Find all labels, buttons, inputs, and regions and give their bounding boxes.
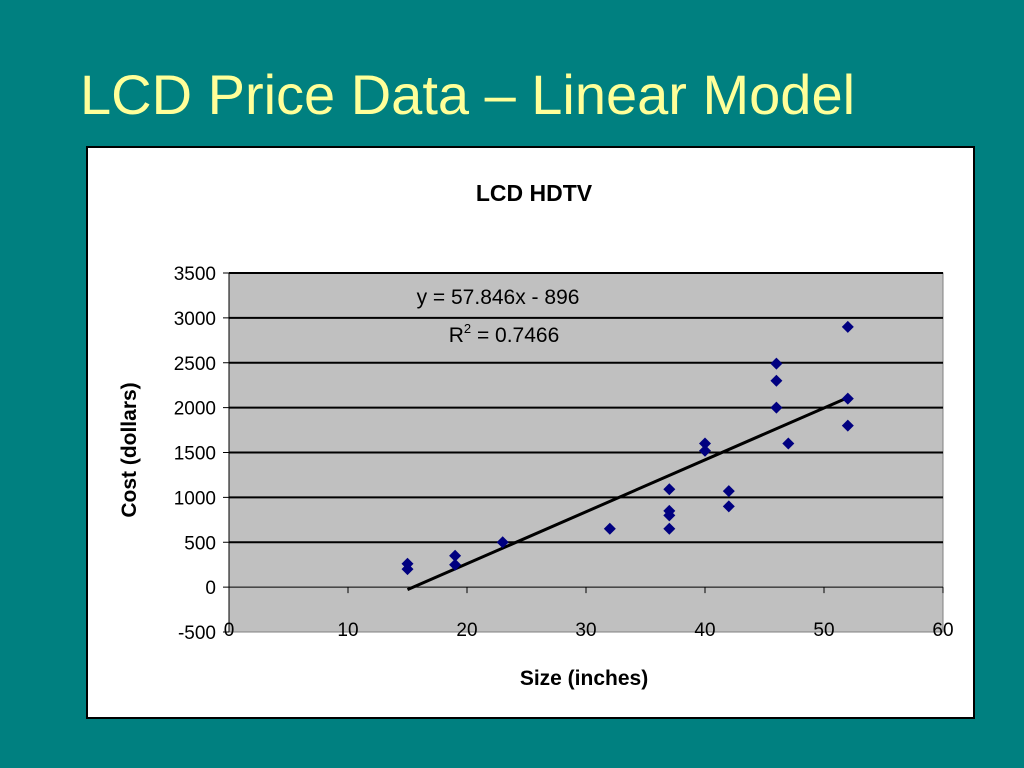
data-point [699, 437, 711, 450]
axes [223, 272, 944, 633]
data-point [603, 522, 616, 535]
r-squared-label: R2 = 0.7466 [449, 321, 560, 347]
data-point [449, 549, 462, 562]
data-point [722, 500, 735, 513]
data-point [401, 563, 414, 576]
data-point [841, 419, 854, 432]
tick-labels: -500 0 500 1000 1500 2000 2500 3000 3500 0 10 20 30 4… [174, 264, 954, 644]
x-tick-label: 60 [932, 620, 953, 641]
chart-frame: -500 0 500 1000 1500 2000 2500 3000 3500 0 10 20 30 4… [86, 146, 975, 719]
data-point [770, 374, 783, 387]
y-tick-label: 0 [205, 578, 216, 599]
chart-title: LCD HDTV [476, 180, 593, 206]
slide-title: LCD Price Data – Linear Model [80, 63, 856, 126]
r-squared-superscript: 2 [464, 321, 471, 336]
y-tick-label: 3000 [174, 309, 216, 330]
r-squared-symbol: R [449, 324, 464, 347]
data-point [699, 444, 711, 457]
data-point [722, 485, 735, 498]
data-point [770, 401, 783, 414]
x-tick-label: 10 [337, 620, 358, 641]
data-point [782, 437, 795, 450]
x-tick-label: 20 [456, 620, 477, 641]
gridlines [229, 272, 943, 544]
y-tick-label: 500 [184, 533, 216, 554]
data-point [663, 483, 676, 496]
data-point [496, 536, 509, 549]
data-point [663, 509, 676, 522]
y-tick-label: 3500 [174, 264, 216, 285]
data-points [401, 320, 854, 576]
data-point [770, 357, 783, 370]
x-tick-label: 40 [694, 620, 715, 641]
y-tick-label: 2000 [174, 399, 216, 420]
x-tick-label: 50 [813, 620, 834, 641]
data-point [841, 320, 854, 333]
trendline [406, 396, 849, 592]
y-tick-label: 1000 [174, 488, 216, 509]
y-tick-label: 1500 [174, 444, 216, 465]
data-point [841, 392, 854, 405]
scatter-chart: -500 0 500 1000 1500 2000 2500 3000 3500 0 10 20 30 4… [118, 180, 954, 690]
y-tick-label: -500 [178, 623, 216, 644]
x-tick-label: 30 [575, 620, 596, 641]
data-point [449, 558, 462, 571]
data-point [663, 522, 676, 535]
r-squared-value: = 0.7466 [471, 324, 559, 347]
y-axis-label: Cost (dollars) [118, 382, 141, 517]
x-tick-label: 0 [224, 620, 235, 641]
x-axis-label: Size (inches) [520, 667, 648, 690]
trendline-equation: y = 57.846x - 896 [417, 286, 580, 309]
y-tick-label: 2500 [174, 354, 216, 375]
